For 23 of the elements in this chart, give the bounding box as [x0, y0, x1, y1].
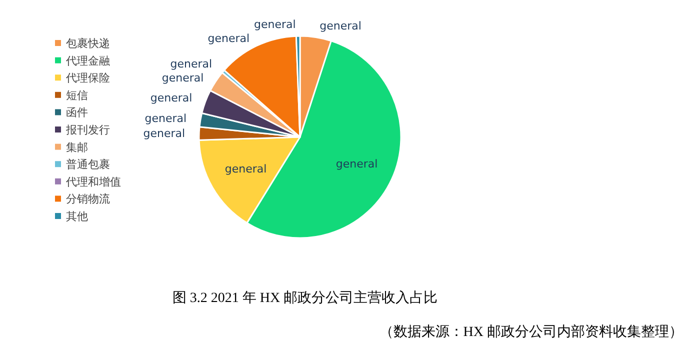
data-label: general	[143, 127, 186, 140]
data-label: general	[208, 32, 250, 46]
legend-label: 代理和增值	[65, 175, 121, 188]
legend-label: 集邮	[66, 140, 88, 154]
data-label: general	[224, 162, 267, 176]
text: （数据来源：HX 邮政分公司内部资料收集整理）	[379, 324, 683, 340]
data-label: general	[162, 72, 204, 85]
legend-label: 报刊发行	[65, 124, 110, 136]
text: 图 3.2 2021 年 HX 邮政分公司主营收入占比	[172, 290, 438, 306]
legend-label: 代理保险	[65, 72, 110, 85]
data-label: general	[336, 157, 378, 170]
data-label: general	[150, 91, 192, 104]
legend-label: 普通包裹	[66, 158, 110, 172]
data-label: general	[254, 18, 296, 32]
legend-label: 其他	[66, 210, 88, 223]
data-label: general	[144, 112, 187, 125]
legend-label: 代理金融	[65, 54, 110, 68]
data-label: general	[170, 58, 212, 71]
legend-label: 分销物流	[66, 192, 110, 206]
legend-label: 短信	[66, 88, 88, 102]
data-label: general	[320, 19, 362, 32]
legend-label: 包裹快递	[66, 37, 110, 50]
legend-label: 函件	[66, 106, 88, 120]
